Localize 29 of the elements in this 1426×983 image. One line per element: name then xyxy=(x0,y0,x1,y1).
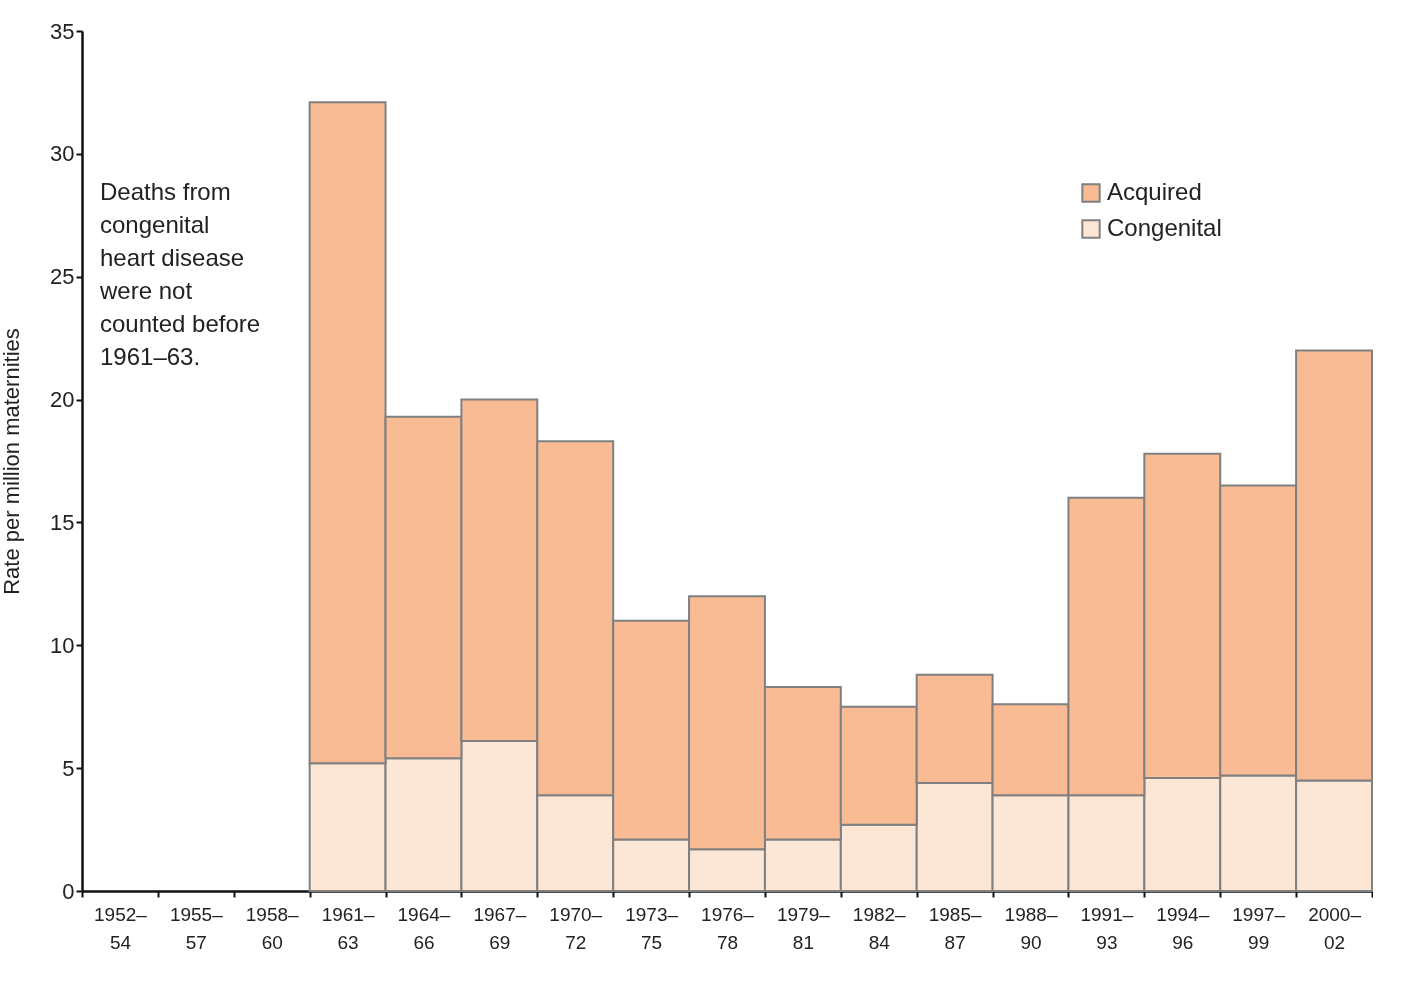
legend-label: Acquired xyxy=(1107,178,1202,205)
y-tick-label: 30 xyxy=(50,141,75,167)
x-tick-label: 1958– 60 xyxy=(245,903,300,953)
x-tick-label: 1982– 84 xyxy=(852,903,907,953)
annotation: Deaths from congenital heart disease were not counted before 1961–63. xyxy=(99,178,261,370)
x-tick-label: 1997– 99 xyxy=(1232,903,1286,953)
y-tick-label: 35 xyxy=(50,18,75,44)
y-tick-label: 10 xyxy=(50,632,75,658)
y-axis-title: Rate per million maternities xyxy=(0,328,25,595)
y-tick-label: 0 xyxy=(62,878,75,904)
x-tick-label: 1976– 78 xyxy=(701,903,755,953)
x-tick-label: 1952– 54 xyxy=(94,903,148,953)
x-tick-label: 1979– 81 xyxy=(776,903,831,953)
x-tick-label: 1970– 72 xyxy=(549,903,603,953)
x-tick-label: 1985– 87 xyxy=(928,903,982,953)
x-tick-label: 1955– 57 xyxy=(169,903,224,953)
x-tick-label: 1964– 66 xyxy=(397,903,451,953)
x-tick-label: 1991– 93 xyxy=(1080,903,1134,953)
legend-label: Congenital xyxy=(1107,214,1222,241)
x-tick-label: 1988– 90 xyxy=(1004,903,1058,953)
x-tick-label: 1967– 69 xyxy=(473,903,527,953)
x-tick-label: 1961– 63 xyxy=(321,903,375,953)
y-tick-label: 20 xyxy=(50,387,75,413)
x-tick-label: 2000– 02 xyxy=(1308,903,1362,953)
x-tick-label: 1994– 96 xyxy=(1156,903,1210,953)
y-tick-label: 25 xyxy=(50,264,75,290)
y-tick-label: 5 xyxy=(62,755,75,781)
x-tick-label: 1973– 75 xyxy=(625,903,679,953)
y-tick-label: 15 xyxy=(50,509,75,535)
